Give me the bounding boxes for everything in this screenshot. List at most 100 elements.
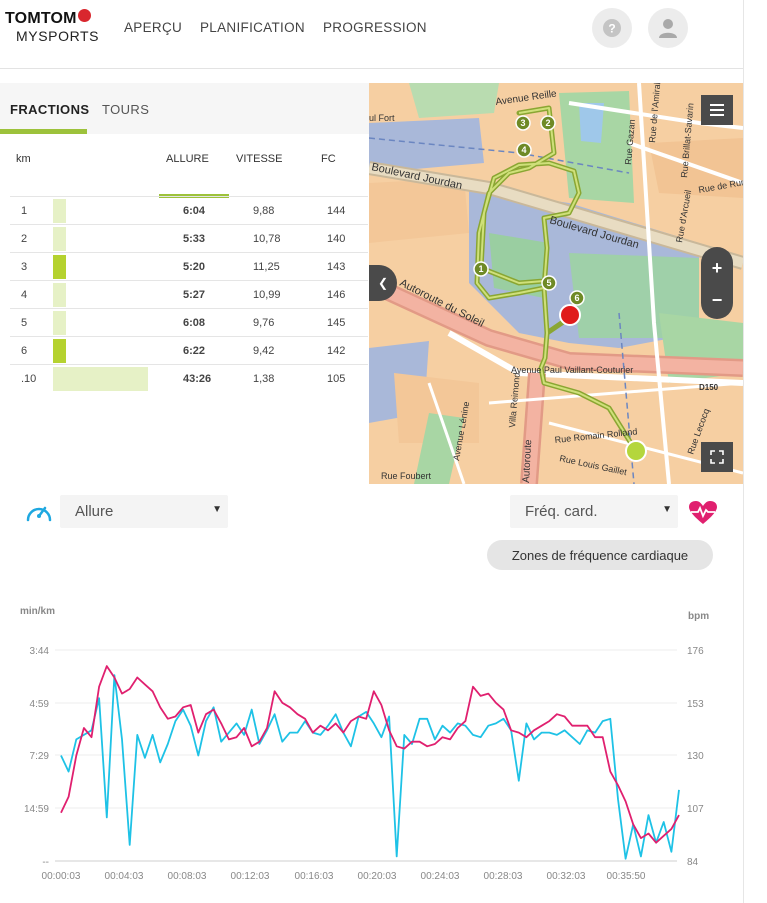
hr-metric-value: Fréq. card. <box>525 503 598 520</box>
split-fc: 145 <box>327 317 346 329</box>
split-km: 5 <box>21 317 28 329</box>
chart-series <box>60 665 680 860</box>
logo-ball-icon <box>77 9 91 22</box>
page-edge-divider <box>743 0 744 903</box>
svg-text:4: 4 <box>521 145 526 155</box>
hr-metric-select[interactable]: Fréq. card. ▼ <box>510 495 678 528</box>
map-marker-3[interactable]: 3 <box>515 115 531 131</box>
splits-panel: FRACTIONS TOURS km ALLURE VITESSE FC 1 6:… <box>0 83 369 484</box>
col-header-vitesse[interactable]: VITESSE <box>236 153 283 165</box>
map-label: Avenue Paul Vaillant-Couturier <box>511 365 633 375</box>
split-km: 1 <box>21 205 28 217</box>
right-tick-label: 153 <box>687 699 704 710</box>
split-row[interactable]: .10 43:26 1,38 105 <box>10 364 368 393</box>
collapse-panel-button[interactable]: ❮ <box>369 265 397 301</box>
x-tick-label: 00:16:03 <box>295 871 334 882</box>
split-pace-bar <box>53 311 66 335</box>
expand-icon <box>710 450 724 464</box>
chart-gridlines <box>55 649 677 862</box>
split-allure: 6:22 <box>183 345 206 357</box>
user-avatar-icon <box>659 19 677 38</box>
tab-fractions[interactable]: FRACTIONS <box>10 102 90 117</box>
split-row[interactable]: 6 6:22 9,42 142 <box>10 336 368 365</box>
x-tick-label: 00:32:03 <box>547 871 586 882</box>
split-km: 2 <box>21 233 28 245</box>
split-pace-bar <box>53 255 66 279</box>
zoom-in-button[interactable]: + <box>711 258 723 278</box>
map-marker-2[interactable]: 2 <box>540 115 556 131</box>
tomtom-logo[interactable]: TOMTOM <box>5 9 91 28</box>
heart-rate-zones-button[interactable]: Zones de fréquence cardiaque <box>487 540 713 570</box>
chevron-left-icon: ❮ <box>377 276 389 290</box>
map-label: Rue Gazan <box>623 119 637 165</box>
split-pace-bar <box>53 227 66 251</box>
split-row[interactable]: 1 6:04 9,88 144 <box>10 196 368 225</box>
split-fc: 142 <box>327 345 346 357</box>
tab-tours[interactable]: TOURS <box>102 102 150 117</box>
map-label: ul Fort <box>369 113 395 123</box>
heart-rate-icon <box>689 501 717 524</box>
logo-bottom-text: MYSPORTS <box>16 28 100 44</box>
map-menu-button[interactable] <box>701 95 733 125</box>
split-allure: 6:08 <box>183 317 206 329</box>
finish-marker[interactable] <box>559 304 581 326</box>
svg-text:3: 3 <box>520 118 525 128</box>
map-label: Villa Reimond <box>507 372 522 428</box>
left-tick-label: 3:44 <box>30 646 50 657</box>
svg-text:?: ? <box>608 22 615 36</box>
split-pace-bar <box>53 283 66 307</box>
col-header-allure[interactable]: ALLURE <box>166 153 209 165</box>
nav-progression[interactable]: PROGRESSION <box>323 20 427 35</box>
nav-planification[interactable]: PLANIFICATION <box>200 20 305 35</box>
x-tick-label: 00:24:03 <box>421 871 460 882</box>
map-label: Autoroute <box>521 439 534 483</box>
split-fc: 140 <box>327 233 346 245</box>
fullscreen-button[interactable] <box>701 442 733 472</box>
pace-metric-value: Allure <box>75 503 114 520</box>
chevron-down-icon: ▼ <box>662 504 672 515</box>
map-canvas[interactable]: 1 2 3 4 5 6 Avenue Reille Rue de l'Amira… <box>369 83 743 484</box>
x-tick-label: 00:00:03 <box>42 871 81 882</box>
pace-metric-select[interactable]: Allure ▼ <box>60 495 228 528</box>
pace-series-line <box>60 674 680 860</box>
split-row[interactable]: 3 5:20 11,25 143 <box>10 252 368 281</box>
map-marker-4[interactable]: 4 <box>516 142 532 158</box>
map-marker-5[interactable]: 5 <box>541 275 557 291</box>
map-marker-1[interactable]: 1 <box>473 261 489 277</box>
heart-rate-series-line <box>60 665 680 844</box>
split-vitesse: 10,78 <box>253 233 281 245</box>
x-tick-label: 00:04:03 <box>105 871 144 882</box>
split-row[interactable]: 4 5:27 10,99 146 <box>10 280 368 309</box>
profile-button[interactable] <box>648 8 688 48</box>
split-km: 3 <box>21 261 28 273</box>
map-marker-6[interactable]: 6 <box>569 290 585 306</box>
split-allure: 5:27 <box>183 289 206 301</box>
active-tab-indicator <box>0 129 87 134</box>
left-axis-ticks: 3:44 4:59 7:29 14:59 -- <box>24 646 49 868</box>
left-tick-label: 4:59 <box>30 699 50 710</box>
split-vitesse: 9,76 <box>253 317 275 329</box>
split-vitesse: 9,42 <box>253 345 275 357</box>
chevron-down-icon: ▼ <box>212 504 222 515</box>
start-marker[interactable] <box>625 440 647 462</box>
split-allure: 43:26 <box>183 373 212 385</box>
pace-heart-rate-chart: min/km bpm 3:44 4:59 7:29 14:59 -- 176 153 130… <box>20 606 709 882</box>
svg-text:2: 2 <box>545 118 550 128</box>
help-button[interactable]: ? <box>592 8 632 48</box>
col-header-km: km <box>16 153 31 165</box>
split-fc: 105 <box>327 373 346 385</box>
map-zoom-control: + − <box>701 247 733 319</box>
split-fc: 143 <box>327 261 346 273</box>
route-map[interactable]: 1 2 3 4 5 6 Avenue Reille Rue de l'Amira… <box>369 83 743 484</box>
split-row[interactable]: 5 6:08 9,76 145 <box>10 308 368 337</box>
svg-text:6: 6 <box>574 293 579 303</box>
x-tick-label: 00:08:03 <box>168 871 207 882</box>
split-km: 6 <box>21 345 28 357</box>
split-fc: 144 <box>327 205 346 217</box>
col-header-fc[interactable]: FC <box>321 153 336 165</box>
speedometer-icon <box>26 506 52 522</box>
nav-apercu[interactable]: APERÇU <box>124 20 183 35</box>
split-row[interactable]: 2 5:33 10,78 140 <box>10 224 368 253</box>
x-tick-label: 00:12:03 <box>231 871 270 882</box>
zoom-out-button[interactable]: − <box>711 290 723 310</box>
